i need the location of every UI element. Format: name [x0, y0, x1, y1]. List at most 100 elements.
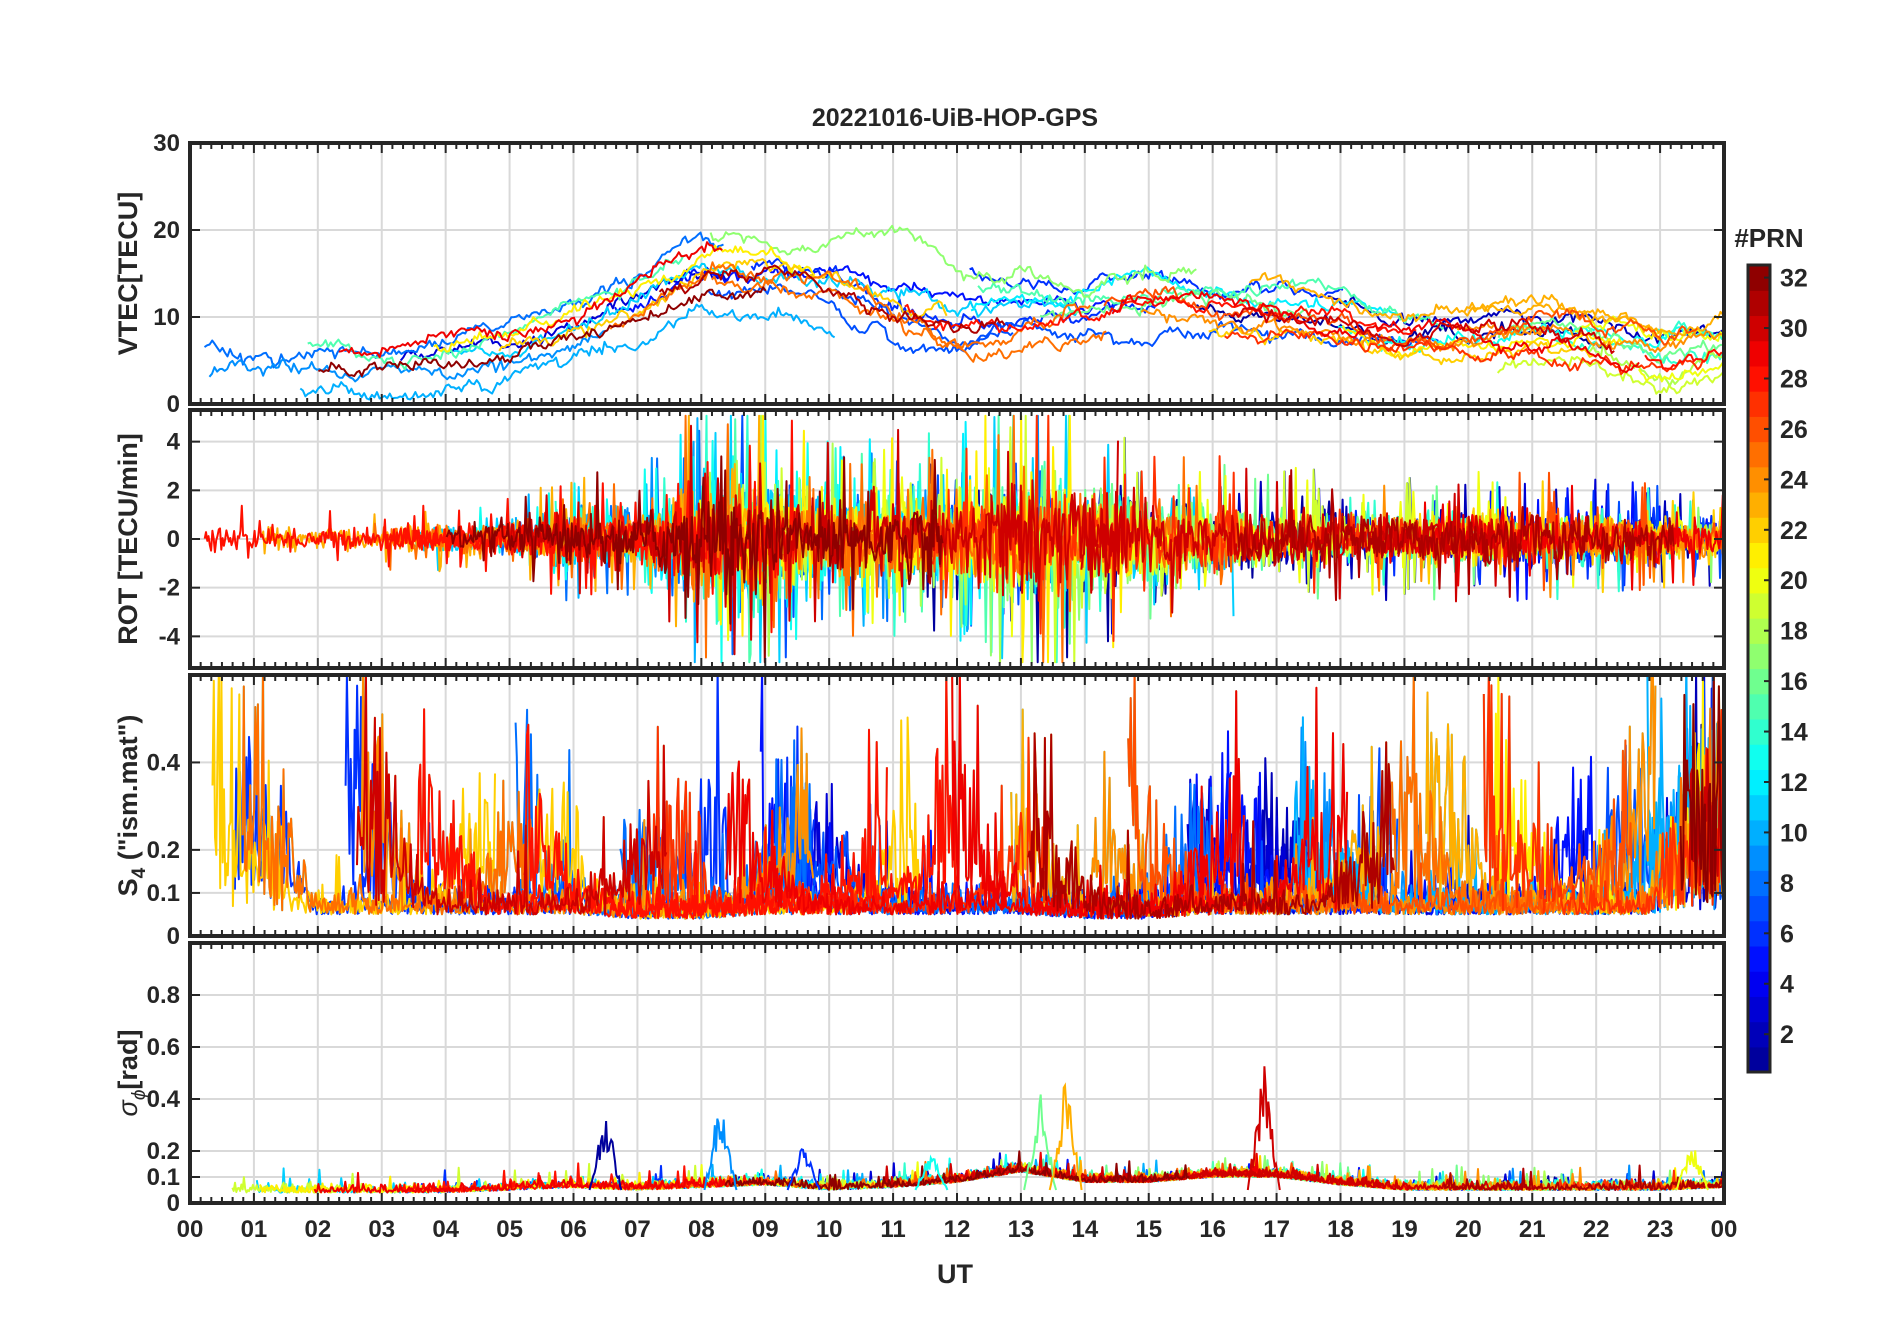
colorbar-segment: [1748, 693, 1770, 720]
x-tick-label: 14: [1071, 1216, 1098, 1243]
series-line-prn-29: [1111, 290, 1640, 374]
x-tick-label: 00: [1711, 1216, 1738, 1243]
colorbar-segment: [1748, 870, 1770, 897]
colorbar-tick-label: 24: [1780, 466, 1808, 494]
y-tick-label: 20: [153, 217, 180, 244]
colorbar-segment: [1748, 1021, 1770, 1048]
y-tick-label: 4: [167, 429, 181, 456]
series-line-prn-31: [1027, 732, 1395, 920]
series-line-prn-24: [1140, 308, 1547, 352]
panel-sigma-phi: 00.10.2 0.4 0.6 0.8 σϕ[rad] 00 01 02 03 04 05 06 07 0…: [113, 941, 1738, 1243]
series-line-prn-27: [1224, 328, 1704, 376]
colorbar-tick-label: 8: [1780, 870, 1794, 898]
series-line-prn-27: [1482, 675, 1724, 916]
series-line-prn-32: [318, 286, 767, 378]
x-axis-label: UT: [937, 1259, 973, 1289]
series-peak: [1048, 1082, 1083, 1191]
colorbar-segment: [1748, 643, 1770, 670]
panel-rot: -4 -2 0 2 4 ROT [TECU/min]: [113, 408, 1726, 670]
x-tick-label: 06: [560, 1216, 587, 1243]
series-peak: [786, 1148, 821, 1191]
colorbar-tick-label: 12: [1780, 769, 1808, 797]
y-tick-label: 0.2: [147, 1138, 180, 1165]
colorbar-segment: [1748, 592, 1770, 619]
series-line-prn-31: [658, 264, 1006, 334]
colorbar-tick-label: 16: [1780, 668, 1808, 696]
figure-title: 20221016-UiB-HOP-GPS: [812, 104, 1098, 132]
series-line-prn-19: [1496, 355, 1724, 395]
y-tick-label: 0.8: [147, 982, 180, 1009]
series-peak: [703, 1118, 738, 1191]
x-tick-label: 11: [880, 1216, 905, 1243]
x-tick-label: 20: [1455, 1216, 1482, 1243]
series-line-prn-15: [977, 277, 1445, 331]
colorbar-tick-label: 18: [1780, 618, 1808, 646]
colorbar-segment: [1748, 365, 1770, 392]
colorbar-tick-label: 26: [1780, 416, 1808, 444]
colorbar-segment: [1748, 794, 1770, 821]
x-tick-label: 05: [496, 1216, 523, 1243]
colorbar-segment: [1748, 542, 1770, 569]
colorbar-segment: [1748, 466, 1770, 493]
x-tick-label: 04: [432, 1216, 459, 1243]
colorbar-tick-label: 30: [1780, 315, 1808, 343]
x-tick-label: 17: [1263, 1216, 1290, 1243]
x-tick-label: 09: [752, 1216, 779, 1243]
series-line-prn-31: [1236, 469, 1675, 602]
x-tick-label: 00: [177, 1216, 204, 1243]
colorbar-segment: [1748, 618, 1770, 644]
colorbar-segment: [1748, 391, 1770, 417]
colorbar-segment: [1748, 265, 1770, 291]
y-axis-label: ROT [TECU/min]: [113, 433, 143, 644]
series-line-prn-29: [313, 1170, 726, 1194]
colorbar-title: #PRN: [1734, 223, 1803, 253]
y-tick-label: 0.6: [147, 1034, 180, 1061]
series-line-prn-10: [299, 303, 836, 401]
colorbar-tick-label: 14: [1780, 719, 1808, 747]
y-tick-label: 0.4: [147, 1086, 181, 1113]
series-line-prn-30: [356, 675, 668, 916]
x-tick-label: 22: [1583, 1216, 1610, 1243]
series-line-prn-32: [445, 455, 944, 664]
series-line-prn-17: [709, 224, 1197, 298]
y-tick-label: 0: [167, 391, 180, 418]
x-tick-label: 19: [1391, 1216, 1418, 1243]
series-group: [211, 675, 1724, 920]
series-line-prn-25: [711, 275, 1091, 350]
series-peak: [1246, 1066, 1281, 1191]
series-line-prn-14: [1553, 337, 1724, 365]
colorbar-segment: [1748, 567, 1770, 594]
colorbar-segment: [1748, 1046, 1770, 1073]
series-line-prn-20: [1638, 361, 1724, 383]
y-tick-label: 30: [153, 130, 180, 157]
y-tick-label: -2: [159, 575, 180, 602]
series-peak: [1023, 1094, 1058, 1191]
colorbar-segment: [1748, 845, 1770, 871]
series-line-prn-18: [1584, 341, 1724, 387]
x-tick-label: 13: [1008, 1216, 1035, 1243]
colorbar-tick-label: 2: [1780, 1021, 1794, 1049]
series-line-prn-22: [1208, 324, 1595, 366]
colorbar-tick-label: 10: [1780, 819, 1808, 847]
x-tick-label: 10: [816, 1216, 843, 1243]
colorbar-frame: [1746, 263, 1772, 1074]
series-line-prn-23: [1464, 293, 1724, 341]
colorbar-segment: [1748, 945, 1770, 972]
colorbar-tick-label: 4: [1780, 971, 1794, 999]
y-tick-label: 2: [167, 477, 180, 504]
y-axis-label: VTEC[TECU]: [113, 192, 143, 356]
x-tick-label: 12: [944, 1216, 971, 1243]
series-peak: [1675, 1150, 1709, 1191]
y-tick-label: 0.2: [147, 837, 180, 864]
colorbar-segment: [1748, 971, 1770, 997]
x-tick-label: 21: [1519, 1216, 1546, 1243]
colorbar-segment: [1748, 491, 1770, 518]
y-tick-label: 0: [167, 1190, 180, 1217]
y-tick-label: 0.4: [147, 749, 181, 776]
x-tick-label: 07: [624, 1216, 651, 1243]
series-line-prn-30: [1230, 306, 1615, 354]
series-line-prn-28: [1644, 348, 1723, 370]
y-axis-label: S4 ("ism.mat"): [113, 715, 150, 897]
